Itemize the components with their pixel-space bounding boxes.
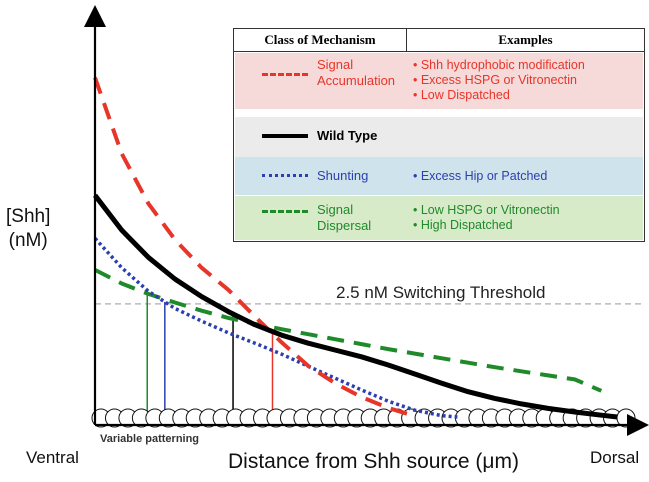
- ventral-label: Ventral: [26, 448, 79, 467]
- legend-sample-signal-dispersal: [262, 210, 308, 213]
- legend-name-signal-dispersal: Signal Dispersal: [317, 202, 372, 233]
- legend-examples-signal-accumulation: • Shh hydrophobic modification • Excess …: [413, 58, 585, 102]
- legend-header-rule: [234, 51, 644, 52]
- series-line-signal-dispersal: [94, 268, 603, 393]
- threshold-label: 2.5 nM Switching Threshold: [336, 283, 546, 302]
- legend-sample-shunting: [262, 174, 308, 177]
- variable-patterning-label: Variable patterning: [100, 433, 200, 445]
- legend-header-divider: [406, 29, 407, 51]
- legend-sample-wild-type: [262, 134, 308, 138]
- legend-name-shunting: Shunting: [317, 168, 369, 183]
- y-axis-label-line1: [Shh]: [6, 206, 51, 227]
- legend-header-examples: Examples: [498, 32, 553, 47]
- series-line-wild-type: [93, 193, 618, 420]
- series-line-signal-accumulation: [93, 76, 416, 419]
- legend-row-signal-dispersal: Signal Dispersal • Low HSPG or Vitronect…: [235, 196, 643, 240]
- legend: Class of Mechanism Examples Signal Accum…: [233, 28, 645, 242]
- legend-row-signal-accumulation: Signal Accumulation • Shh hydrophobic mo…: [235, 53, 643, 109]
- series-lines: [93, 76, 618, 420]
- legend-name-wild-type: Wild Type: [317, 128, 378, 143]
- legend-row-wild-type: Wild Type: [235, 117, 643, 157]
- x-axis-label: Distance from Shh source (μm): [228, 450, 520, 473]
- legend-examples-shunting: • Excess Hip or Patched: [413, 169, 548, 183]
- y-axis-label-line2: (nM): [8, 230, 48, 251]
- y-axis-label: [Shh] (nM): [6, 205, 50, 253]
- legend-name-signal-accumulation: Signal Accumulation: [317, 57, 396, 88]
- series-line-shunting: [93, 237, 458, 419]
- legend-examples-signal-dispersal: • Low HSPG or Vitronectin • High Dispatc…: [413, 203, 560, 232]
- legend-header-class: Class of Mechanism: [264, 32, 376, 47]
- dorsal-label: Dorsal: [590, 448, 640, 467]
- legend-row-shunting: Shunting • Excess Hip or Patched: [235, 157, 643, 195]
- legend-sample-signal-accumulation: [262, 73, 308, 76]
